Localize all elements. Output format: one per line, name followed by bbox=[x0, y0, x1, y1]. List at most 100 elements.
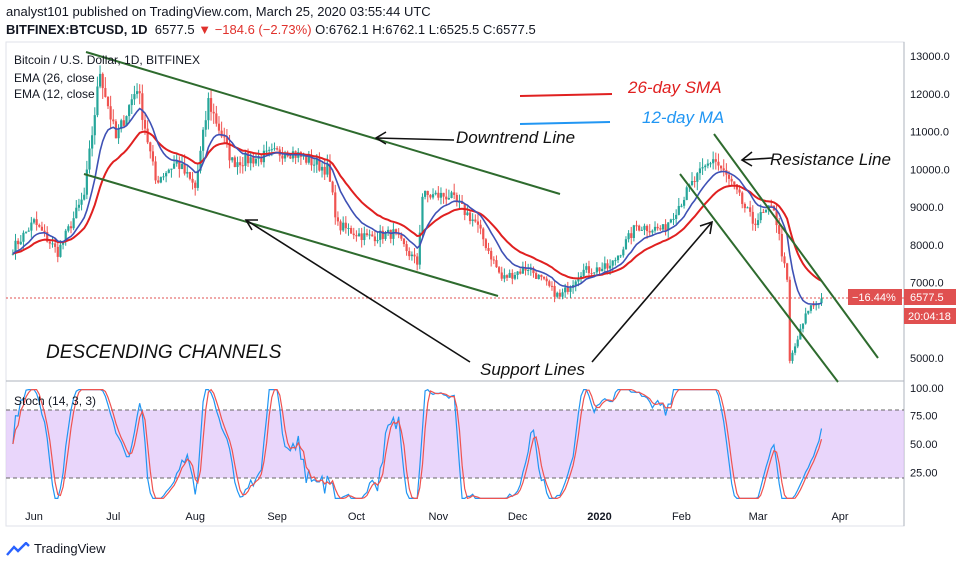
candle bbox=[241, 156, 244, 174]
candle bbox=[128, 104, 131, 123]
candle bbox=[627, 230, 630, 243]
candle bbox=[154, 156, 157, 184]
candle bbox=[482, 227, 485, 247]
candle bbox=[439, 187, 443, 205]
candle bbox=[40, 221, 44, 231]
candle bbox=[202, 127, 205, 160]
candle bbox=[67, 224, 70, 233]
candle bbox=[331, 180, 334, 196]
candle bbox=[476, 213, 480, 233]
resistance-arrowhead bbox=[740, 151, 753, 167]
downtrend-arrow bbox=[375, 137, 455, 141]
candle bbox=[630, 226, 633, 245]
candle bbox=[815, 301, 818, 311]
time-tick-10: Apr bbox=[831, 511, 848, 523]
candle bbox=[178, 156, 181, 178]
candle bbox=[669, 218, 672, 224]
candle bbox=[344, 216, 347, 234]
candle bbox=[804, 307, 807, 325]
candle bbox=[566, 281, 569, 295]
sma-annotation: 26-day SMA bbox=[627, 78, 722, 97]
candle bbox=[51, 236, 54, 248]
candle bbox=[120, 118, 123, 133]
stoch-tick-1: 75.00 bbox=[910, 411, 938, 423]
price-badge-text: 6577.5 bbox=[910, 292, 944, 304]
candle bbox=[389, 229, 392, 244]
candle bbox=[484, 238, 487, 251]
candle bbox=[664, 219, 667, 236]
candle bbox=[101, 72, 104, 99]
candle bbox=[585, 262, 588, 273]
candle bbox=[138, 84, 141, 105]
candle bbox=[429, 193, 432, 200]
candle bbox=[698, 162, 702, 180]
candle bbox=[527, 263, 530, 276]
candle bbox=[318, 152, 321, 172]
symbol-text: BITFINEX:BTCUSD, 1D bbox=[6, 22, 148, 37]
ema12-legend: EMA (12, close bbox=[14, 87, 95, 101]
trend-lines bbox=[83, 51, 879, 383]
candle bbox=[426, 190, 429, 203]
candle bbox=[450, 190, 453, 199]
candle bbox=[167, 168, 170, 174]
published-text: analyst101 published on TradingView.com,… bbox=[6, 4, 431, 19]
candle bbox=[276, 146, 279, 151]
ma-legend-swatch bbox=[519, 121, 611, 125]
candle bbox=[157, 175, 160, 184]
countdown-badge-text: 20:04:18 bbox=[908, 311, 951, 323]
published-line: analyst101 published on TradingView.com,… bbox=[6, 4, 431, 19]
candle bbox=[88, 140, 91, 174]
candle bbox=[19, 235, 22, 246]
sma-legend-swatch bbox=[519, 93, 613, 97]
price-badge bbox=[904, 289, 956, 305]
candle bbox=[463, 202, 466, 221]
candle bbox=[149, 141, 152, 159]
candle bbox=[682, 196, 686, 209]
candle bbox=[437, 186, 440, 201]
candle bbox=[281, 146, 284, 165]
candle bbox=[542, 276, 546, 281]
candle bbox=[680, 203, 683, 208]
candle bbox=[339, 219, 342, 235]
candle bbox=[466, 206, 469, 216]
candle bbox=[310, 149, 313, 171]
candle bbox=[239, 156, 242, 174]
candle bbox=[77, 198, 81, 212]
candle bbox=[410, 251, 413, 261]
price-tick-7: 5000.0 bbox=[910, 353, 944, 365]
candle bbox=[24, 231, 28, 234]
annotation-arrows bbox=[244, 131, 773, 363]
stoch-band bbox=[6, 410, 904, 478]
candle bbox=[112, 109, 115, 125]
candle bbox=[661, 224, 665, 232]
candle bbox=[17, 238, 20, 250]
candle bbox=[648, 224, 651, 237]
resistance-annotation: Resistance Line bbox=[770, 150, 891, 169]
candle bbox=[762, 208, 765, 214]
candle bbox=[529, 263, 532, 276]
candle bbox=[209, 88, 213, 121]
candle bbox=[69, 221, 73, 234]
candle bbox=[350, 225, 353, 234]
candle bbox=[405, 240, 408, 256]
time-tick-5: Nov bbox=[429, 511, 449, 523]
candle bbox=[619, 254, 622, 259]
candle bbox=[363, 226, 366, 246]
price-tick-6: 7000.0 bbox=[910, 278, 944, 290]
tradingview-logo-icon bbox=[6, 541, 30, 556]
price-tick-5: 8000.0 bbox=[910, 240, 944, 252]
candle bbox=[622, 246, 625, 258]
candle bbox=[558, 289, 561, 300]
candle bbox=[236, 156, 239, 175]
candle bbox=[442, 192, 445, 204]
candle bbox=[704, 164, 707, 171]
candle bbox=[455, 192, 458, 207]
candle bbox=[540, 274, 543, 281]
candle bbox=[595, 262, 598, 277]
candle bbox=[709, 161, 712, 168]
candle bbox=[98, 65, 102, 89]
candle bbox=[307, 150, 310, 165]
candle bbox=[796, 335, 799, 349]
candle bbox=[215, 105, 218, 127]
candle bbox=[418, 224, 421, 270]
